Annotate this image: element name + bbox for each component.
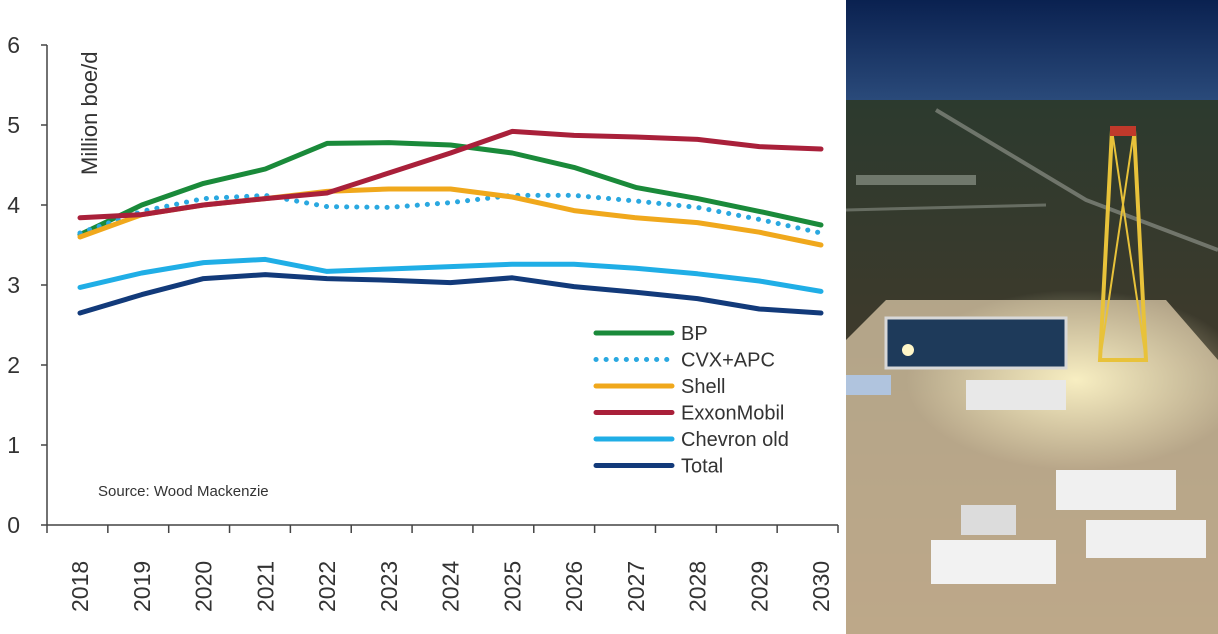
x-tick-label: 2030 xyxy=(808,561,834,612)
y-tick-label: 6 xyxy=(7,32,20,58)
x-tick-label: 2029 xyxy=(746,561,772,612)
x-tick-label: 2026 xyxy=(561,561,587,612)
oil-drilling-rig-night-photo xyxy=(846,0,1218,634)
y-axis: 0 1 2 3 4 5 6 xyxy=(7,32,48,538)
y-tick-label: 5 xyxy=(7,112,20,138)
series-line-exxonmobil xyxy=(77,128,824,221)
legend-label: Shell xyxy=(681,376,725,398)
legend-label: Chevron old xyxy=(681,429,789,451)
x-axis: 2018 2019 2020 2021 2022 2023 2024 2025 2026 2027… xyxy=(46,524,839,612)
y-tick-label: 4 xyxy=(7,192,20,218)
y-tick-label: 1 xyxy=(7,432,20,458)
x-tick-label: 2019 xyxy=(129,561,155,612)
x-tick-label: 2024 xyxy=(438,561,464,612)
legend-label: Total xyxy=(681,456,723,478)
x-tick-label: 2023 xyxy=(376,561,402,612)
y-tick-label: 3 xyxy=(7,272,20,298)
x-tick-label: 2022 xyxy=(314,561,340,612)
legend-label: ExxonMobil xyxy=(681,403,784,425)
legend-label: BP xyxy=(681,323,708,345)
source-note: Source: Wood Mackenzie xyxy=(98,483,269,500)
y-tick-label: 0 xyxy=(7,512,20,538)
y-tick-label: 2 xyxy=(7,352,20,378)
series-lines xyxy=(77,128,824,316)
x-tick-label: 2018 xyxy=(67,561,93,612)
x-tick-label: 2027 xyxy=(623,561,649,612)
y-axis-label: Million boe/d xyxy=(77,51,102,175)
x-tick-label: 2020 xyxy=(191,561,217,612)
series-line-total xyxy=(77,272,824,316)
series-line-shell xyxy=(77,186,824,248)
series-line-cvx-apc xyxy=(77,192,824,236)
x-tick-label: 2025 xyxy=(499,561,525,612)
legend: BP CVX+APC Shell ExxonMobil Chevron old Total xyxy=(593,323,789,478)
series-line-chevron-old xyxy=(77,256,824,294)
x-tick-label: 2028 xyxy=(685,561,711,612)
x-tick-label: 2021 xyxy=(252,561,278,612)
series-line-bp xyxy=(77,140,824,238)
line-chart: 0 1 2 3 4 5 6 2018 2019 2020 2021 2022 2023 2024 2025… xyxy=(7,32,839,612)
legend-label: CVX+APC xyxy=(681,350,775,372)
